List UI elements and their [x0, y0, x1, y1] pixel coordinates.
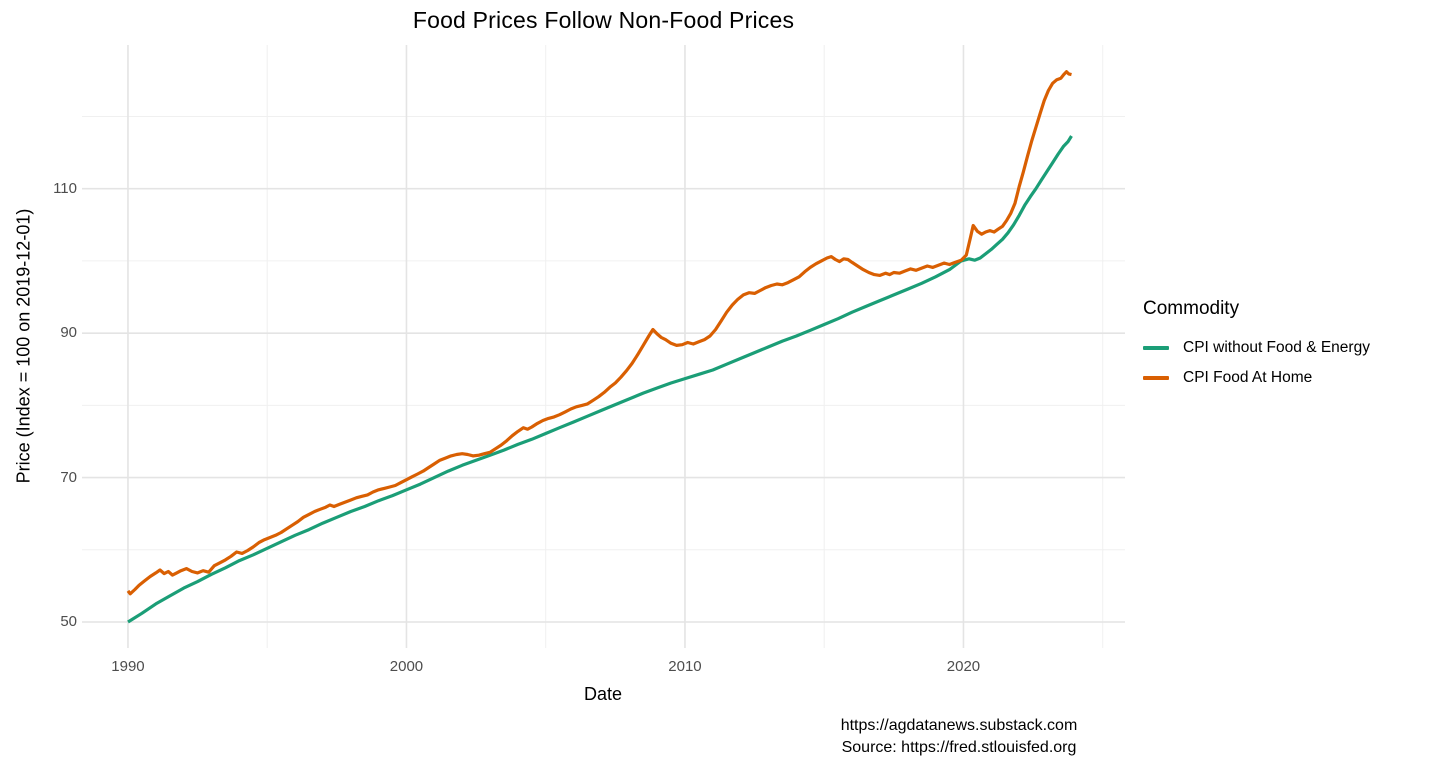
footer-line-2: Source: https://fred.stlouisfed.org — [841, 739, 1077, 756]
y-tick-label: 70 — [60, 468, 77, 486]
legend-items: CPI without Food & Energy CPI Food At Hom… — [1143, 333, 1370, 393]
series-line — [127, 135, 1073, 624]
y-tick-label: 110 — [53, 179, 77, 197]
y-axis-title: Price (Index = 100 on 2019-12-01) — [13, 208, 34, 484]
legend: Commodity CPI without Food & Energy CPI F… — [1143, 298, 1370, 393]
x-tick-label: 2010 — [668, 658, 702, 675]
y-tick-label: 50 — [60, 613, 77, 630]
x-tick-label: 1990 — [111, 658, 145, 675]
footer-attribution: https://agdatanews.substack.com Source: … — [738, 715, 1180, 759]
series-lines — [126, 70, 1073, 624]
legend-item: CPI Food At Home — [1143, 363, 1370, 393]
legend-key-line — [1143, 346, 1169, 350]
chart-title: Food Prices Follow Non-Food Prices — [412, 7, 795, 33]
series-line — [126, 70, 1072, 596]
footer-line-1: https://agdatanews.substack.com — [840, 717, 1078, 734]
x-axis-title: Date — [583, 684, 623, 704]
legend-item: CPI without Food & Energy — [1143, 333, 1370, 363]
legend-title: Commodity — [1143, 298, 1240, 319]
legend-item-label: CPI without Food & Energy — [1183, 339, 1370, 356]
gridlines-minor — [82, 45, 1125, 648]
x-tick-label: 2020 — [946, 658, 981, 675]
y-tick-label: 90 — [60, 324, 77, 342]
legend-item-label: CPI Food At Home — [1183, 369, 1313, 386]
gridlines-major — [82, 45, 1125, 648]
legend-key-line — [1143, 376, 1169, 380]
x-tick-label: 2000 — [389, 658, 424, 675]
